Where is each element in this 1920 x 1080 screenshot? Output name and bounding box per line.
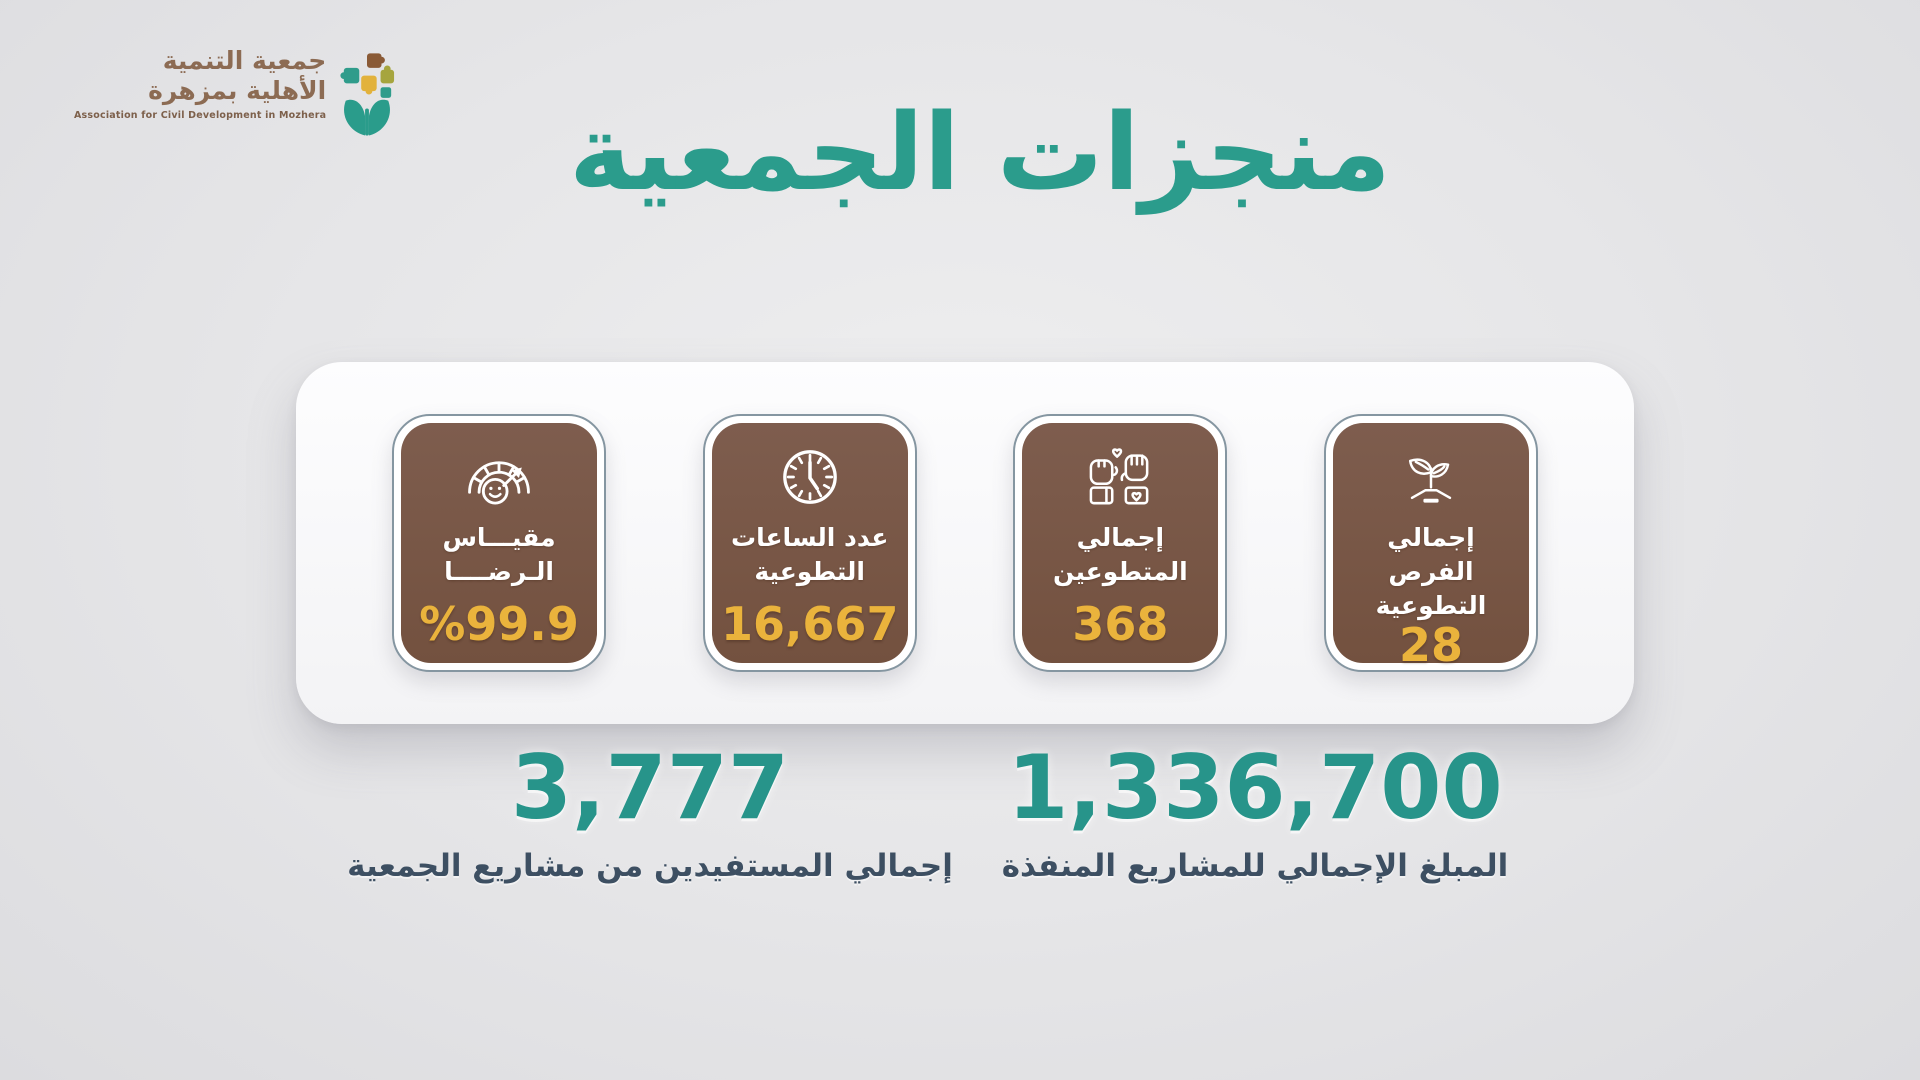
kpi-card-value: 28 xyxy=(1399,618,1464,673)
gauge-icon xyxy=(461,441,537,513)
kpi-card-label: مقيـــاس الـرضــــا xyxy=(442,523,556,586)
kpi-card-satisfaction: مقيـــاس الـرضــــا %99.9 xyxy=(392,414,607,672)
stat-beneficiaries: 3,777 إجمالي المستفيدين من مشاريع الجمعي… xyxy=(300,736,1000,885)
stat-total-amount: 1,336,700 المبلغ الإجمالي للمشاريع المنف… xyxy=(905,736,1605,885)
kpi-card-value: %99.9 xyxy=(419,597,579,651)
kpi-card-volunteer-opportunities: إجمالي الفرص التطوعية 28 xyxy=(1324,414,1538,672)
stat-label: إجمالي المستفيدين من مشاريع الجمعية xyxy=(347,848,953,885)
stat-value: 3,777 xyxy=(510,736,790,839)
page-title: منجزات الجمعية xyxy=(569,91,1391,214)
brand-name-ar-line1: جمعية التنمية xyxy=(162,46,327,75)
hands-icon xyxy=(1083,441,1157,513)
kpi-card-volunteer-hours: عدد الساعات التطوعية 16,667 xyxy=(702,414,917,672)
kpi-card-label: إجمالي المتطوعين xyxy=(1052,523,1188,586)
brand-name-ar-line2: الأهلية بمزهرة xyxy=(148,76,327,105)
sprout-icon xyxy=(1395,441,1467,513)
brand-text: جمعية التنمية الأهلية بمزهرة Association… xyxy=(74,46,326,121)
brand-name-en: Association for Civil Development in Moz… xyxy=(74,110,327,121)
stat-label: المبلغ الإجمالي للمشاريع المنفذة xyxy=(1001,848,1509,885)
kpi-card-value: 16,667 xyxy=(720,597,899,651)
clock-icon xyxy=(779,441,841,513)
kpi-panel: إجمالي الفرص التطوعية 28 xyxy=(296,362,1634,724)
stat-value: 1,336,700 xyxy=(1007,736,1503,839)
kpi-card-total-volunteers: إجمالي المتطوعين 368 xyxy=(1013,414,1228,672)
kpi-card-label: إجمالي الفرص التطوعية xyxy=(1375,523,1487,620)
kpi-card-value: 368 xyxy=(1072,597,1169,651)
kpi-card-label: عدد الساعات التطوعية xyxy=(730,523,889,586)
brand-logo: جمعية التنمية الأهلية بمزهرة Association… xyxy=(74,46,396,140)
hand-puzzle-logo-icon xyxy=(338,46,396,140)
